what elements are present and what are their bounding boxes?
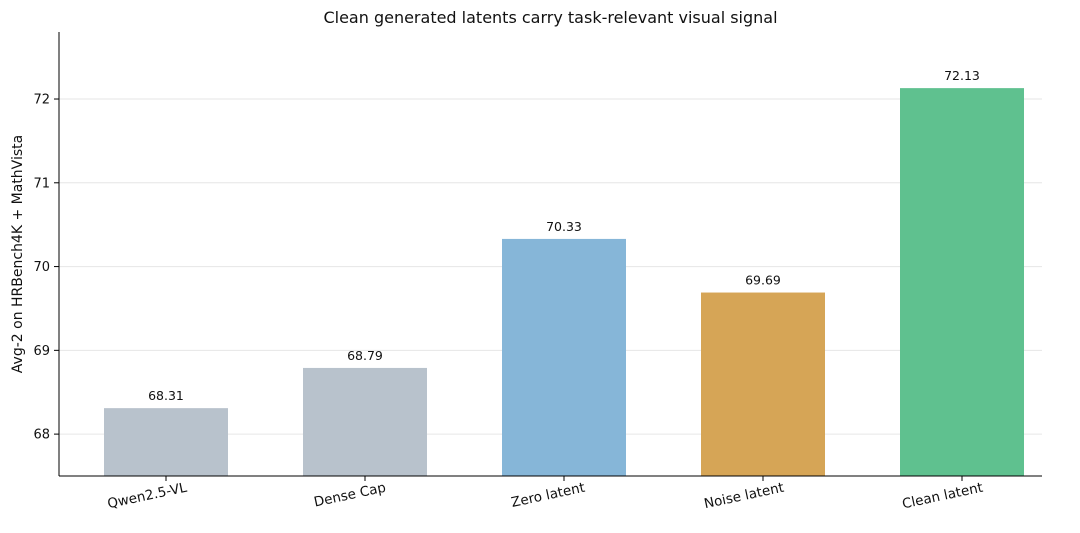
value-label: 70.33 bbox=[546, 219, 582, 234]
y-tick-label: 69 bbox=[33, 344, 50, 359]
x-tick-label: Dense Cap bbox=[312, 480, 387, 511]
y-axis-label: Avg-2 on HRBench4K + MathVista bbox=[10, 135, 26, 373]
value-label: 68.79 bbox=[347, 348, 383, 363]
bar-clean-latent bbox=[900, 88, 1024, 477]
x-tick-label: Qwen2.5-VL bbox=[106, 480, 189, 513]
bar-qwen2-5-vl bbox=[104, 408, 228, 476]
x-tick-label: Clean latent bbox=[901, 480, 985, 513]
bar-noise-latent bbox=[701, 292, 825, 476]
y-tick-label: 68 bbox=[33, 428, 50, 443]
value-label: 72.13 bbox=[944, 68, 980, 83]
value-labels: 68.31 68.79 70.33 69.69 72.13 bbox=[148, 68, 980, 403]
value-label: 69.69 bbox=[745, 273, 781, 288]
bar-dense-cap bbox=[303, 367, 427, 476]
axes bbox=[58, 32, 1042, 477]
bar-zero-latent bbox=[502, 238, 626, 476]
y-tick-label: 71 bbox=[33, 176, 50, 191]
bars bbox=[104, 88, 1024, 477]
x-ticks: Qwen2.5-VL Dense Cap Zero latent Noise late… bbox=[106, 476, 984, 512]
y-ticks: 68 69 70 71 72 bbox=[33, 93, 59, 443]
value-label: 68.31 bbox=[148, 388, 184, 403]
chart-title: Clean generated latents carry task-relev… bbox=[323, 8, 777, 27]
x-tick-label: Noise latent bbox=[703, 480, 786, 513]
x-tick-label: Zero latent bbox=[510, 480, 587, 511]
y-tick-label: 70 bbox=[33, 260, 50, 275]
y-tick-label: 72 bbox=[33, 93, 50, 108]
